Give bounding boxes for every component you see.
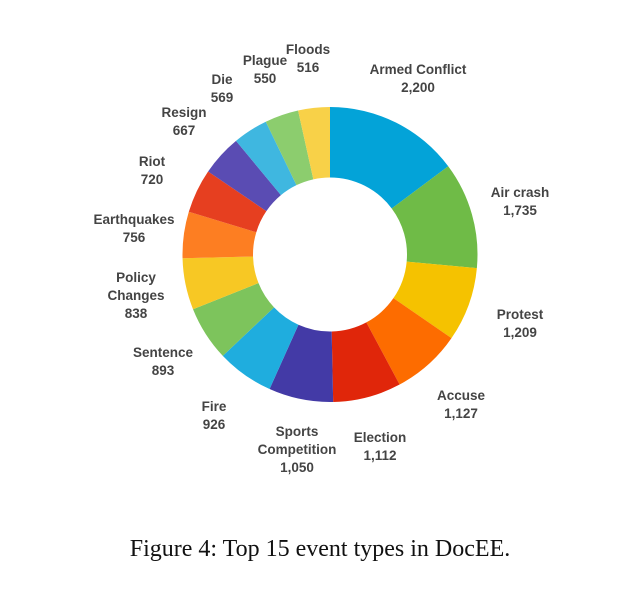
label-accuse: Accuse 1,127 xyxy=(437,387,485,423)
slice-protest xyxy=(393,261,477,339)
label-value: 926 xyxy=(202,417,226,432)
slice-accuse xyxy=(366,298,452,385)
label-die: Die 569 xyxy=(211,71,234,107)
slice-sentence xyxy=(193,283,275,356)
slice-floods xyxy=(298,107,330,180)
label-value: 1,735 xyxy=(503,203,537,218)
label-air-crash: Air crash 1,735 xyxy=(491,184,550,220)
label-fire: Fire 926 xyxy=(202,398,227,434)
label-name: Die xyxy=(211,72,233,87)
label-name: Policy Changes xyxy=(107,270,165,303)
label-sports-competition: Sports Competition 1,050 xyxy=(258,423,337,477)
label-value: 756 xyxy=(122,230,146,245)
slice-sports-competition xyxy=(269,324,334,402)
slice-earthquakes xyxy=(182,211,257,259)
label-value: 2,200 xyxy=(401,80,435,95)
label-plague: Plague 550 xyxy=(243,52,287,88)
label-value: 1,112 xyxy=(363,448,397,463)
label-value: 667 xyxy=(172,123,196,138)
label-sentence: Sentence 893 xyxy=(133,344,193,380)
figure-caption: Figure 4: Top 15 event types in DocEE. xyxy=(129,536,511,562)
slice-armed-conflict xyxy=(330,107,449,209)
slice-policy-changes xyxy=(182,256,259,310)
label-armed-conflict: Armed Conflict 2,200 xyxy=(370,61,467,97)
label-name: Fire xyxy=(201,399,227,414)
donut-chart xyxy=(182,107,478,402)
label-resign: Resign 667 xyxy=(161,104,206,140)
label-value: 838 xyxy=(124,306,148,321)
label-policy-changes: Policy Changes 838 xyxy=(107,269,164,323)
slice-fire xyxy=(222,307,299,390)
label-value: 720 xyxy=(140,172,164,187)
label-name: Protest xyxy=(496,307,544,322)
label-value: 550 xyxy=(253,71,277,86)
slice-plague xyxy=(265,110,314,186)
label-value: 1,050 xyxy=(280,460,314,475)
label-protest: Protest 1,209 xyxy=(497,306,544,342)
label-name: Sentence xyxy=(132,345,194,360)
label-election: Election 1,112 xyxy=(354,429,407,465)
label-name: Earthquakes xyxy=(93,212,175,227)
label-value: 516 xyxy=(296,60,320,75)
label-name: Plague xyxy=(242,53,288,68)
slice-air-crash xyxy=(391,166,478,269)
slice-election xyxy=(331,322,400,402)
label-value: 569 xyxy=(210,90,234,105)
label-earthquakes: Earthquakes 756 xyxy=(93,211,174,247)
slice-die xyxy=(236,121,297,196)
label-name: Election xyxy=(353,430,407,445)
label-name: Accuse xyxy=(436,388,486,403)
label-name: Resign xyxy=(161,105,207,120)
label-value: 1,209 xyxy=(503,325,537,340)
label-value: 1,127 xyxy=(444,406,478,421)
slice-riot xyxy=(188,171,267,233)
label-riot: Riot 720 xyxy=(139,153,165,189)
label-name: Floods xyxy=(285,42,331,57)
label-name: Riot xyxy=(138,154,166,169)
label-value: 893 xyxy=(151,363,175,378)
label-floods: Floods 516 xyxy=(286,41,330,77)
slice-resign xyxy=(208,140,281,212)
label-name: Sports Competition xyxy=(257,424,337,457)
label-name: Armed Conflict xyxy=(369,62,467,77)
label-name: Air crash xyxy=(490,185,550,200)
